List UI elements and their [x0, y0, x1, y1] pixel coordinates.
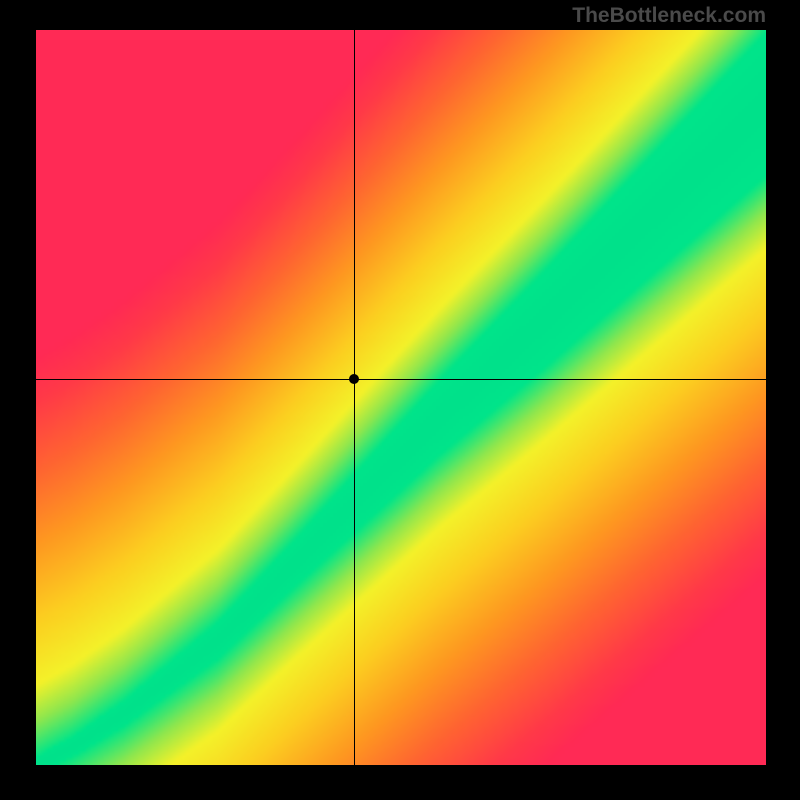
crosshair-vertical — [354, 30, 355, 765]
crosshair-point — [349, 374, 359, 384]
heatmap-plot — [36, 30, 766, 765]
watermark-text: TheBottleneck.com — [572, 4, 766, 28]
crosshair-horizontal — [36, 379, 766, 380]
heatmap-canvas — [36, 30, 766, 765]
